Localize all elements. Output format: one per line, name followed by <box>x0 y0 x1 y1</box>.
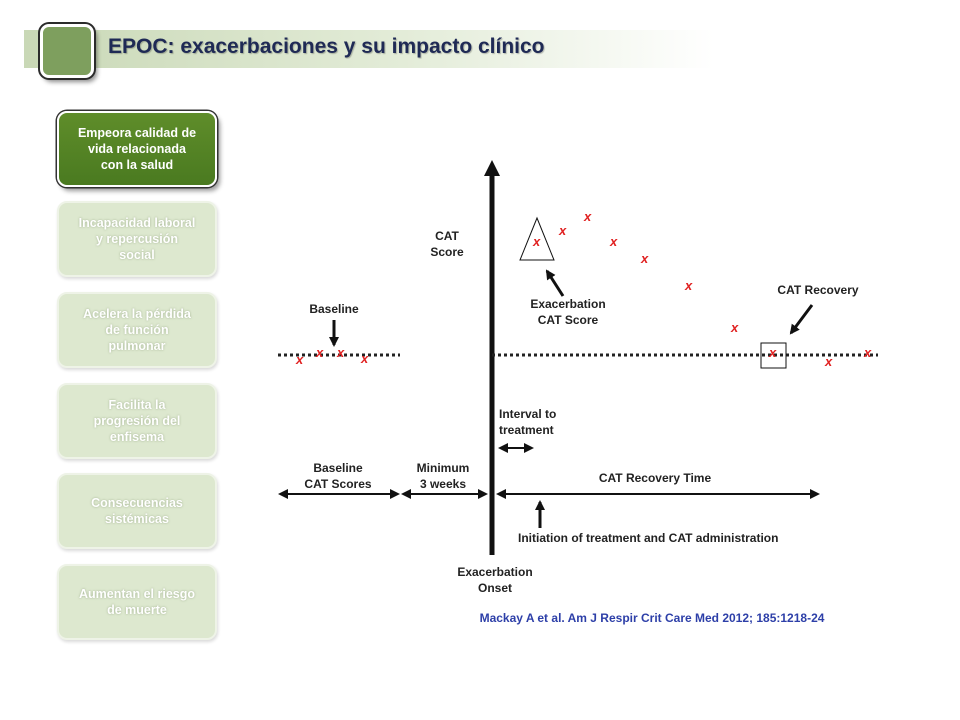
cat-mark: x <box>640 251 649 266</box>
exacerbation-onset-line1: Exacerbation <box>457 565 532 579</box>
header-bar <box>24 30 714 68</box>
y-axis-arrowhead <box>484 160 500 176</box>
header-logo-square <box>40 24 94 78</box>
sidebar-item-riesgo-muerte[interactable]: Aumentan el riesgo de muerte <box>57 564 217 640</box>
exacerbation-triangle <box>519 216 555 261</box>
recovery-square <box>760 342 787 369</box>
baseline-cat-scores-line1: Baseline <box>313 461 363 475</box>
cat-mark: x <box>558 223 567 238</box>
cat-mark: x <box>768 345 777 360</box>
interval-to-treatment-line1: Interval to <box>499 407 556 421</box>
initiation-label: Initiation of treatment and CAT administ… <box>518 531 778 545</box>
cat-score-marks: x x x x x x x x x x x x x x <box>295 209 872 369</box>
page-title: EPOC: exacerbaciones y su impacto clínic… <box>108 35 545 58</box>
cat-recovery-time-label: CAT Recovery Time <box>599 471 712 485</box>
interval-to-treatment-line2: treatment <box>499 423 554 437</box>
cat-recovery-arrow <box>789 304 814 335</box>
exacerbation-cat-score-label-line1: Exacerbation <box>530 297 605 311</box>
cat-mark: x <box>583 209 592 224</box>
sidebar-item-incapacidad-laboral[interactable]: Incapacidad laboral y repercusión social <box>57 201 217 277</box>
baseline-cat-scores-line2: CAT Scores <box>304 477 371 491</box>
exacerbation-cat-score-arrow <box>545 269 565 297</box>
baseline-label: Baseline <box>309 302 359 316</box>
cat-mark: x <box>295 352 304 367</box>
sidebar-item-consecuencias-sistemicas[interactable]: Consecuencias sistémicas <box>57 473 217 549</box>
sidebar-item-funcion-pulmonar[interactable]: Acelera la pérdida de función pulmonar <box>57 292 217 368</box>
cat-mark: x <box>684 278 693 293</box>
cat-score-label-line1: CAT <box>435 229 459 243</box>
sidebar-item-calidad-de-vida[interactable]: Empeora calidad de vida relacionada con … <box>57 111 217 187</box>
cat-score-label-line2: Score <box>430 245 464 259</box>
sidebar-item-enfisema[interactable]: Facilita la progresión del enfisema <box>57 383 217 459</box>
minimum-3-weeks-line2: 3 weeks <box>420 477 466 491</box>
cat-mark: x <box>824 354 833 369</box>
cat-mark: x <box>315 345 324 360</box>
cat-mark: x <box>730 320 739 335</box>
cat-recovery-label: CAT Recovery <box>777 283 858 297</box>
citation: Mackay A et al. Am J Respir Crit Care Me… <box>480 611 825 625</box>
cat-mark: x <box>532 234 541 249</box>
cat-mark: x <box>336 345 345 360</box>
exacerbation-onset-line2: Onset <box>478 581 512 595</box>
minimum-3-weeks-line1: Minimum <box>417 461 470 475</box>
cat-mark: x <box>863 345 872 360</box>
cat-mark: x <box>360 351 369 366</box>
exacerbation-cat-score-label-line2: CAT Score <box>538 313 599 327</box>
cat-mark: x <box>609 234 618 249</box>
